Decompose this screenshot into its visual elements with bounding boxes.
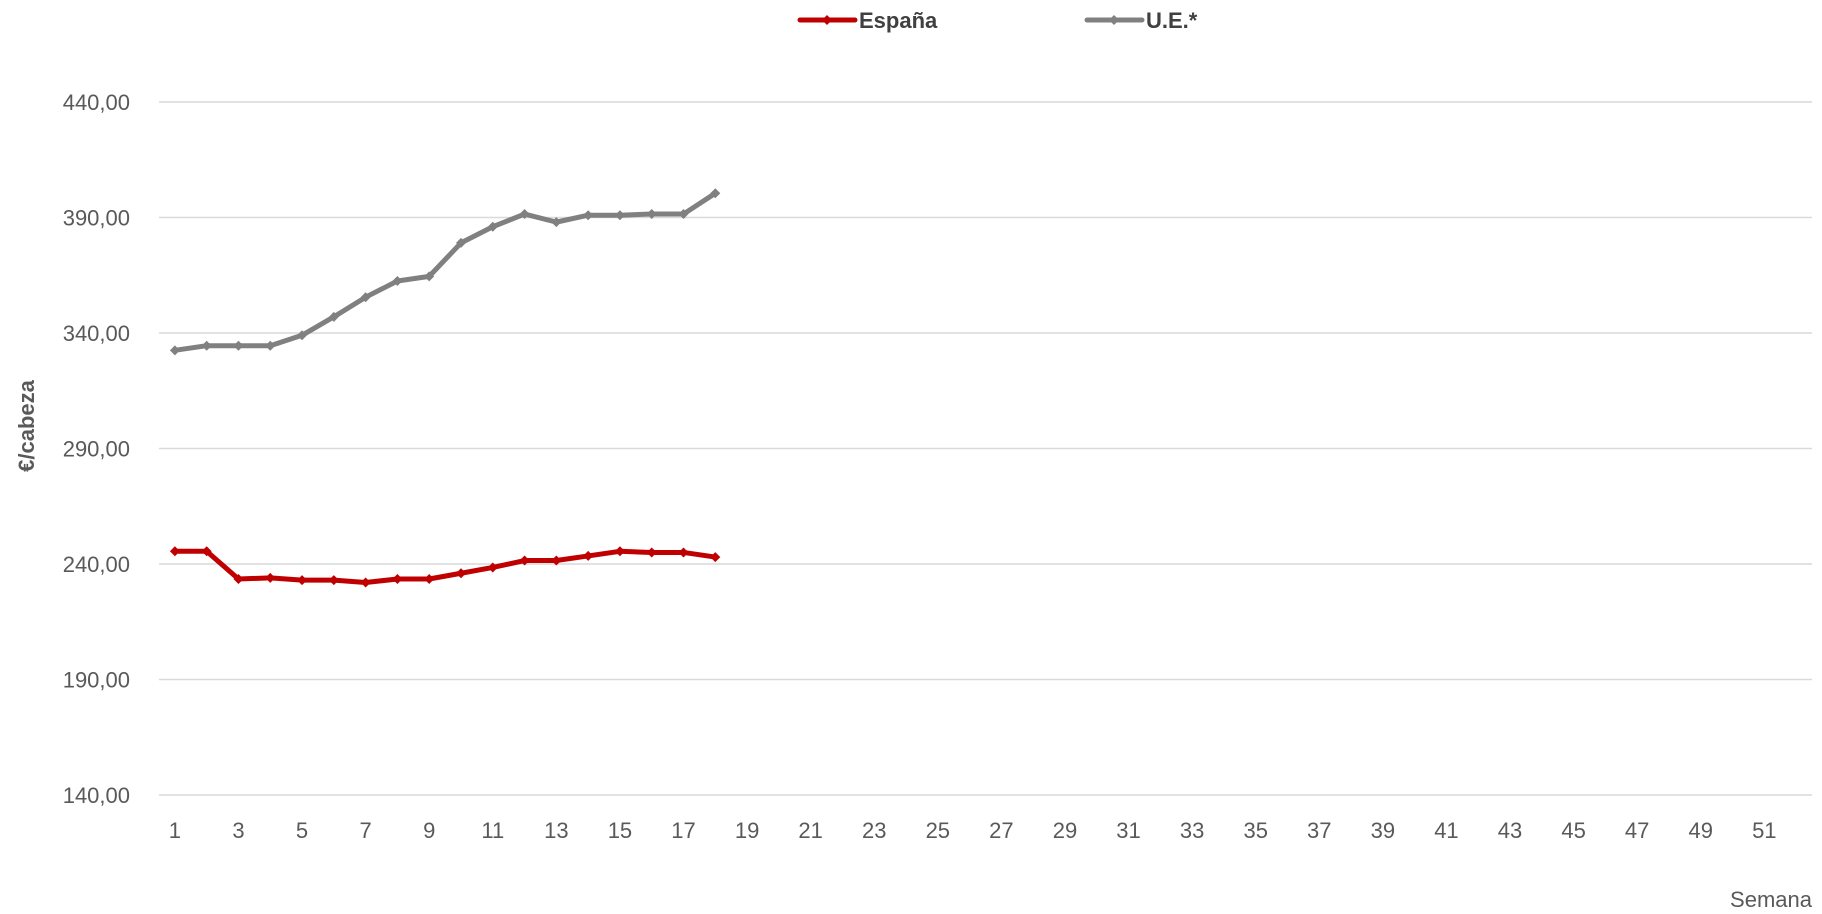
data-point — [297, 330, 308, 341]
x-tick-label: 31 — [1116, 818, 1140, 843]
legend-item: U.E.* — [1084, 8, 1198, 33]
legend-swatch-marker — [822, 15, 832, 25]
data-point — [583, 550, 594, 561]
data-point — [614, 546, 625, 557]
data-point — [678, 209, 689, 220]
legend-label: U.E.* — [1146, 8, 1198, 33]
x-tick-label: 41 — [1434, 818, 1458, 843]
y-tick-label: 140,00 — [63, 783, 130, 808]
x-tick-label: 25 — [926, 818, 950, 843]
data-point — [265, 572, 276, 583]
data-point — [710, 188, 721, 199]
data-point — [678, 547, 689, 558]
data-point — [360, 577, 371, 588]
y-tick-label: 340,00 — [63, 321, 130, 346]
data-point — [392, 574, 403, 585]
data-point — [265, 340, 276, 351]
data-point — [646, 547, 657, 558]
y-axis-title: €/cabeza — [14, 379, 39, 471]
data-point — [233, 340, 244, 351]
x-tick-label: 35 — [1243, 818, 1267, 843]
x-tick-label: 49 — [1688, 818, 1712, 843]
data-point — [487, 562, 498, 573]
x-tick-label: 13 — [544, 818, 568, 843]
x-tick-label: 3 — [232, 818, 244, 843]
data-point — [201, 340, 212, 351]
data-point — [424, 271, 435, 282]
data-point — [424, 574, 435, 585]
x-tick-label: 11 — [481, 818, 504, 843]
data-point — [646, 209, 657, 220]
x-tick-label: 37 — [1307, 818, 1331, 843]
x-tick-label: 45 — [1561, 818, 1585, 843]
data-point — [169, 345, 180, 356]
data-point — [710, 552, 721, 563]
y-tick-label: 440,00 — [63, 90, 130, 115]
data-point — [297, 575, 308, 586]
data-point — [233, 574, 244, 585]
data-point — [328, 311, 339, 322]
x-tick-label: 19 — [735, 818, 759, 843]
data-point — [487, 221, 498, 232]
legend-label: España — [859, 8, 938, 33]
y-tick-label: 190,00 — [63, 668, 130, 693]
x-tick-label: 23 — [862, 818, 886, 843]
data-point — [392, 276, 403, 287]
data-point — [551, 555, 562, 566]
series-lines — [169, 188, 721, 588]
y-tick-label: 240,00 — [63, 552, 130, 577]
gridlines — [159, 101, 1812, 796]
data-point — [583, 210, 594, 221]
x-tick-label: 39 — [1371, 818, 1395, 843]
data-point — [519, 209, 530, 220]
x-tick-label: 17 — [671, 818, 695, 843]
series-line — [172, 190, 718, 353]
data-point — [328, 575, 339, 586]
x-tick-label: 21 — [798, 818, 822, 843]
data-point — [169, 546, 180, 557]
x-tick-label: 7 — [360, 818, 372, 843]
x-tick-label: 15 — [608, 818, 632, 843]
x-tick-label: 9 — [423, 818, 435, 843]
legend: España U.E.* — [797, 8, 1198, 33]
data-point — [519, 555, 530, 566]
legend-swatch-marker — [1109, 15, 1119, 25]
x-tick-label: 51 — [1752, 818, 1776, 843]
x-tick-label: 33 — [1180, 818, 1204, 843]
x-tick-label: 43 — [1498, 818, 1522, 843]
x-tick-label: 27 — [989, 818, 1013, 843]
x-tick-label: 5 — [296, 818, 308, 843]
data-point — [201, 546, 212, 557]
data-point — [455, 237, 466, 248]
legend-item: España — [797, 8, 938, 33]
series-line — [172, 548, 718, 585]
x-tick-label: 29 — [1053, 818, 1077, 843]
axes: 140,00 190,00 240,00 290,00 340,00 390,00 440,… — [63, 90, 1777, 843]
data-point — [551, 217, 562, 228]
data-point — [360, 292, 371, 303]
y-tick-label: 290,00 — [63, 437, 130, 462]
data-point — [455, 568, 466, 579]
x-axis-title: Semana — [1730, 887, 1813, 912]
x-tick-label: 47 — [1625, 818, 1649, 843]
x-tick-label: 1 — [169, 818, 181, 843]
y-tick-label: 390,00 — [63, 206, 130, 231]
data-point — [614, 210, 625, 221]
